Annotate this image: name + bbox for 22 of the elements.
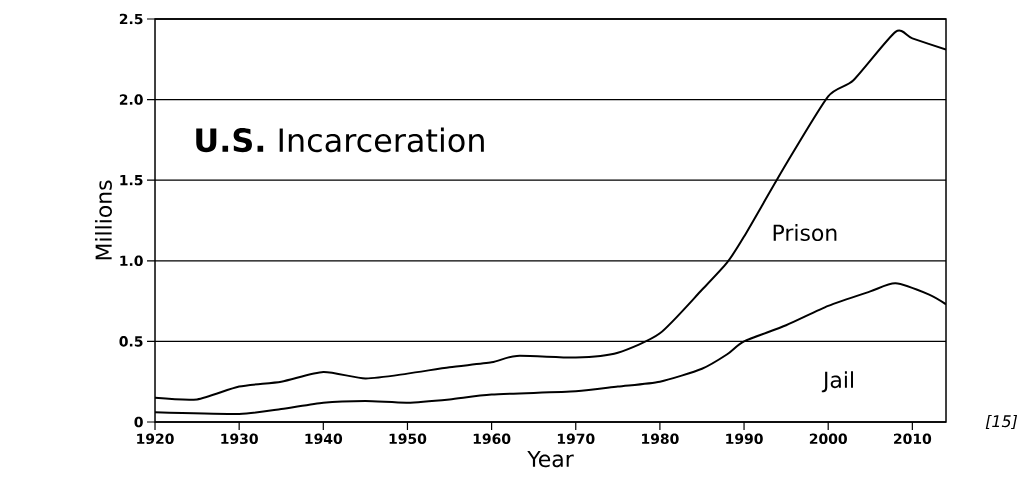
y-tick-label: 2.0 <box>119 94 143 105</box>
x-tick-label: 1940 <box>305 433 343 445</box>
x-tick-label: 1970 <box>557 433 595 445</box>
x-tick-label: 1980 <box>642 433 679 445</box>
x-tick-label: 1990 <box>726 433 763 445</box>
x-tick-label: 2000 <box>809 433 847 445</box>
y-tick-label: 2.5 <box>119 13 143 25</box>
x-tick-label: 1960 <box>473 433 511 445</box>
x-tick-label: 1930 <box>221 433 258 445</box>
text: [15] <box>985 414 1018 430</box>
text: U.S. Incarceration <box>196 127 484 153</box>
x-axis-title: Year <box>527 450 574 468</box>
y-tick-label: 1.5 <box>120 175 143 186</box>
x-tick-label: 1920 <box>137 433 174 445</box>
text: Jail <box>821 371 853 393</box>
x-tick-label: 2010 <box>894 433 932 445</box>
series-label: Prison <box>773 224 837 242</box>
y-tick-label: 0 <box>134 416 143 428</box>
y-axis-title: Millions <box>94 180 112 260</box>
y-tick-label: 1.0 <box>120 255 143 267</box>
y-tick-label: 0.5 <box>119 336 143 347</box>
x-tick-label: 1950 <box>389 433 427 445</box>
